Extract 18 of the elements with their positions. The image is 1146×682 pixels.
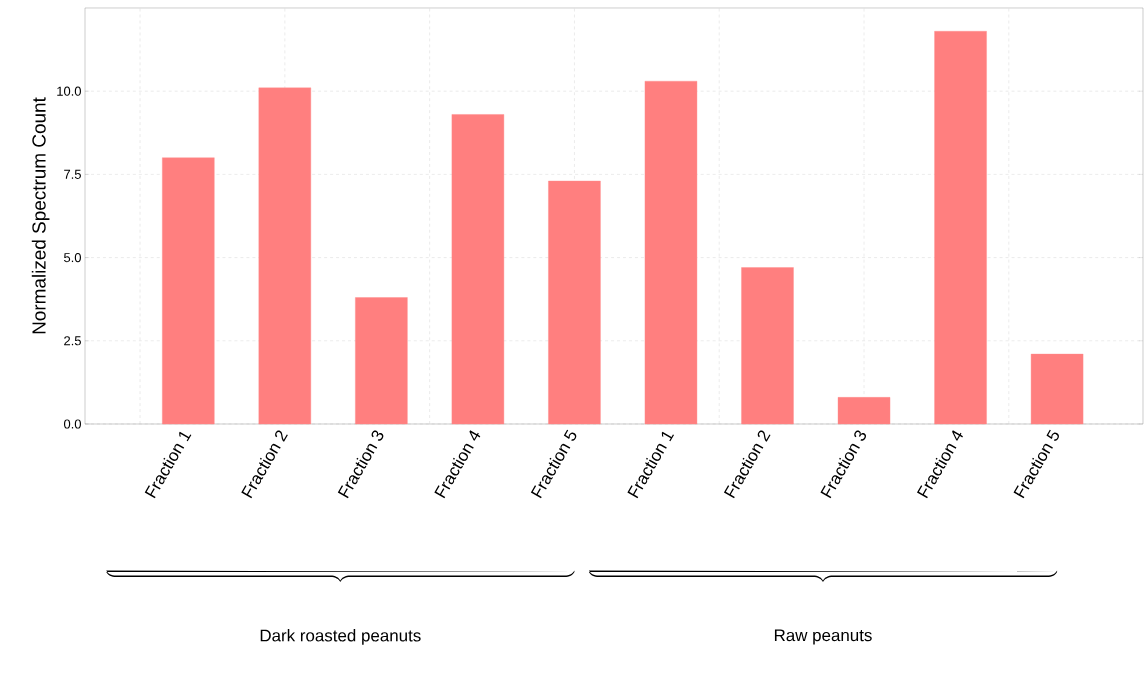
text: Dark roasted peanuts xyxy=(260,629,421,645)
text: Raw peanuts xyxy=(774,629,872,645)
bar xyxy=(355,297,408,425)
bar xyxy=(162,157,215,425)
y-axis-title: Normalized Spectrum Count xyxy=(31,97,50,334)
bar xyxy=(258,87,312,425)
y-tick-label: 0.0 xyxy=(63,419,81,429)
y-tick-label: 7.5 xyxy=(64,169,81,179)
bar xyxy=(644,81,698,425)
bar xyxy=(934,31,987,425)
bar xyxy=(741,267,794,425)
y-tick-label: 5.0 xyxy=(64,253,81,263)
bar xyxy=(548,180,601,425)
bar xyxy=(1030,353,1084,425)
y-tick-label: 2.5 xyxy=(64,336,81,346)
bar xyxy=(451,114,505,425)
bar xyxy=(837,397,891,425)
y-tick-label: 10.0 xyxy=(57,86,81,96)
